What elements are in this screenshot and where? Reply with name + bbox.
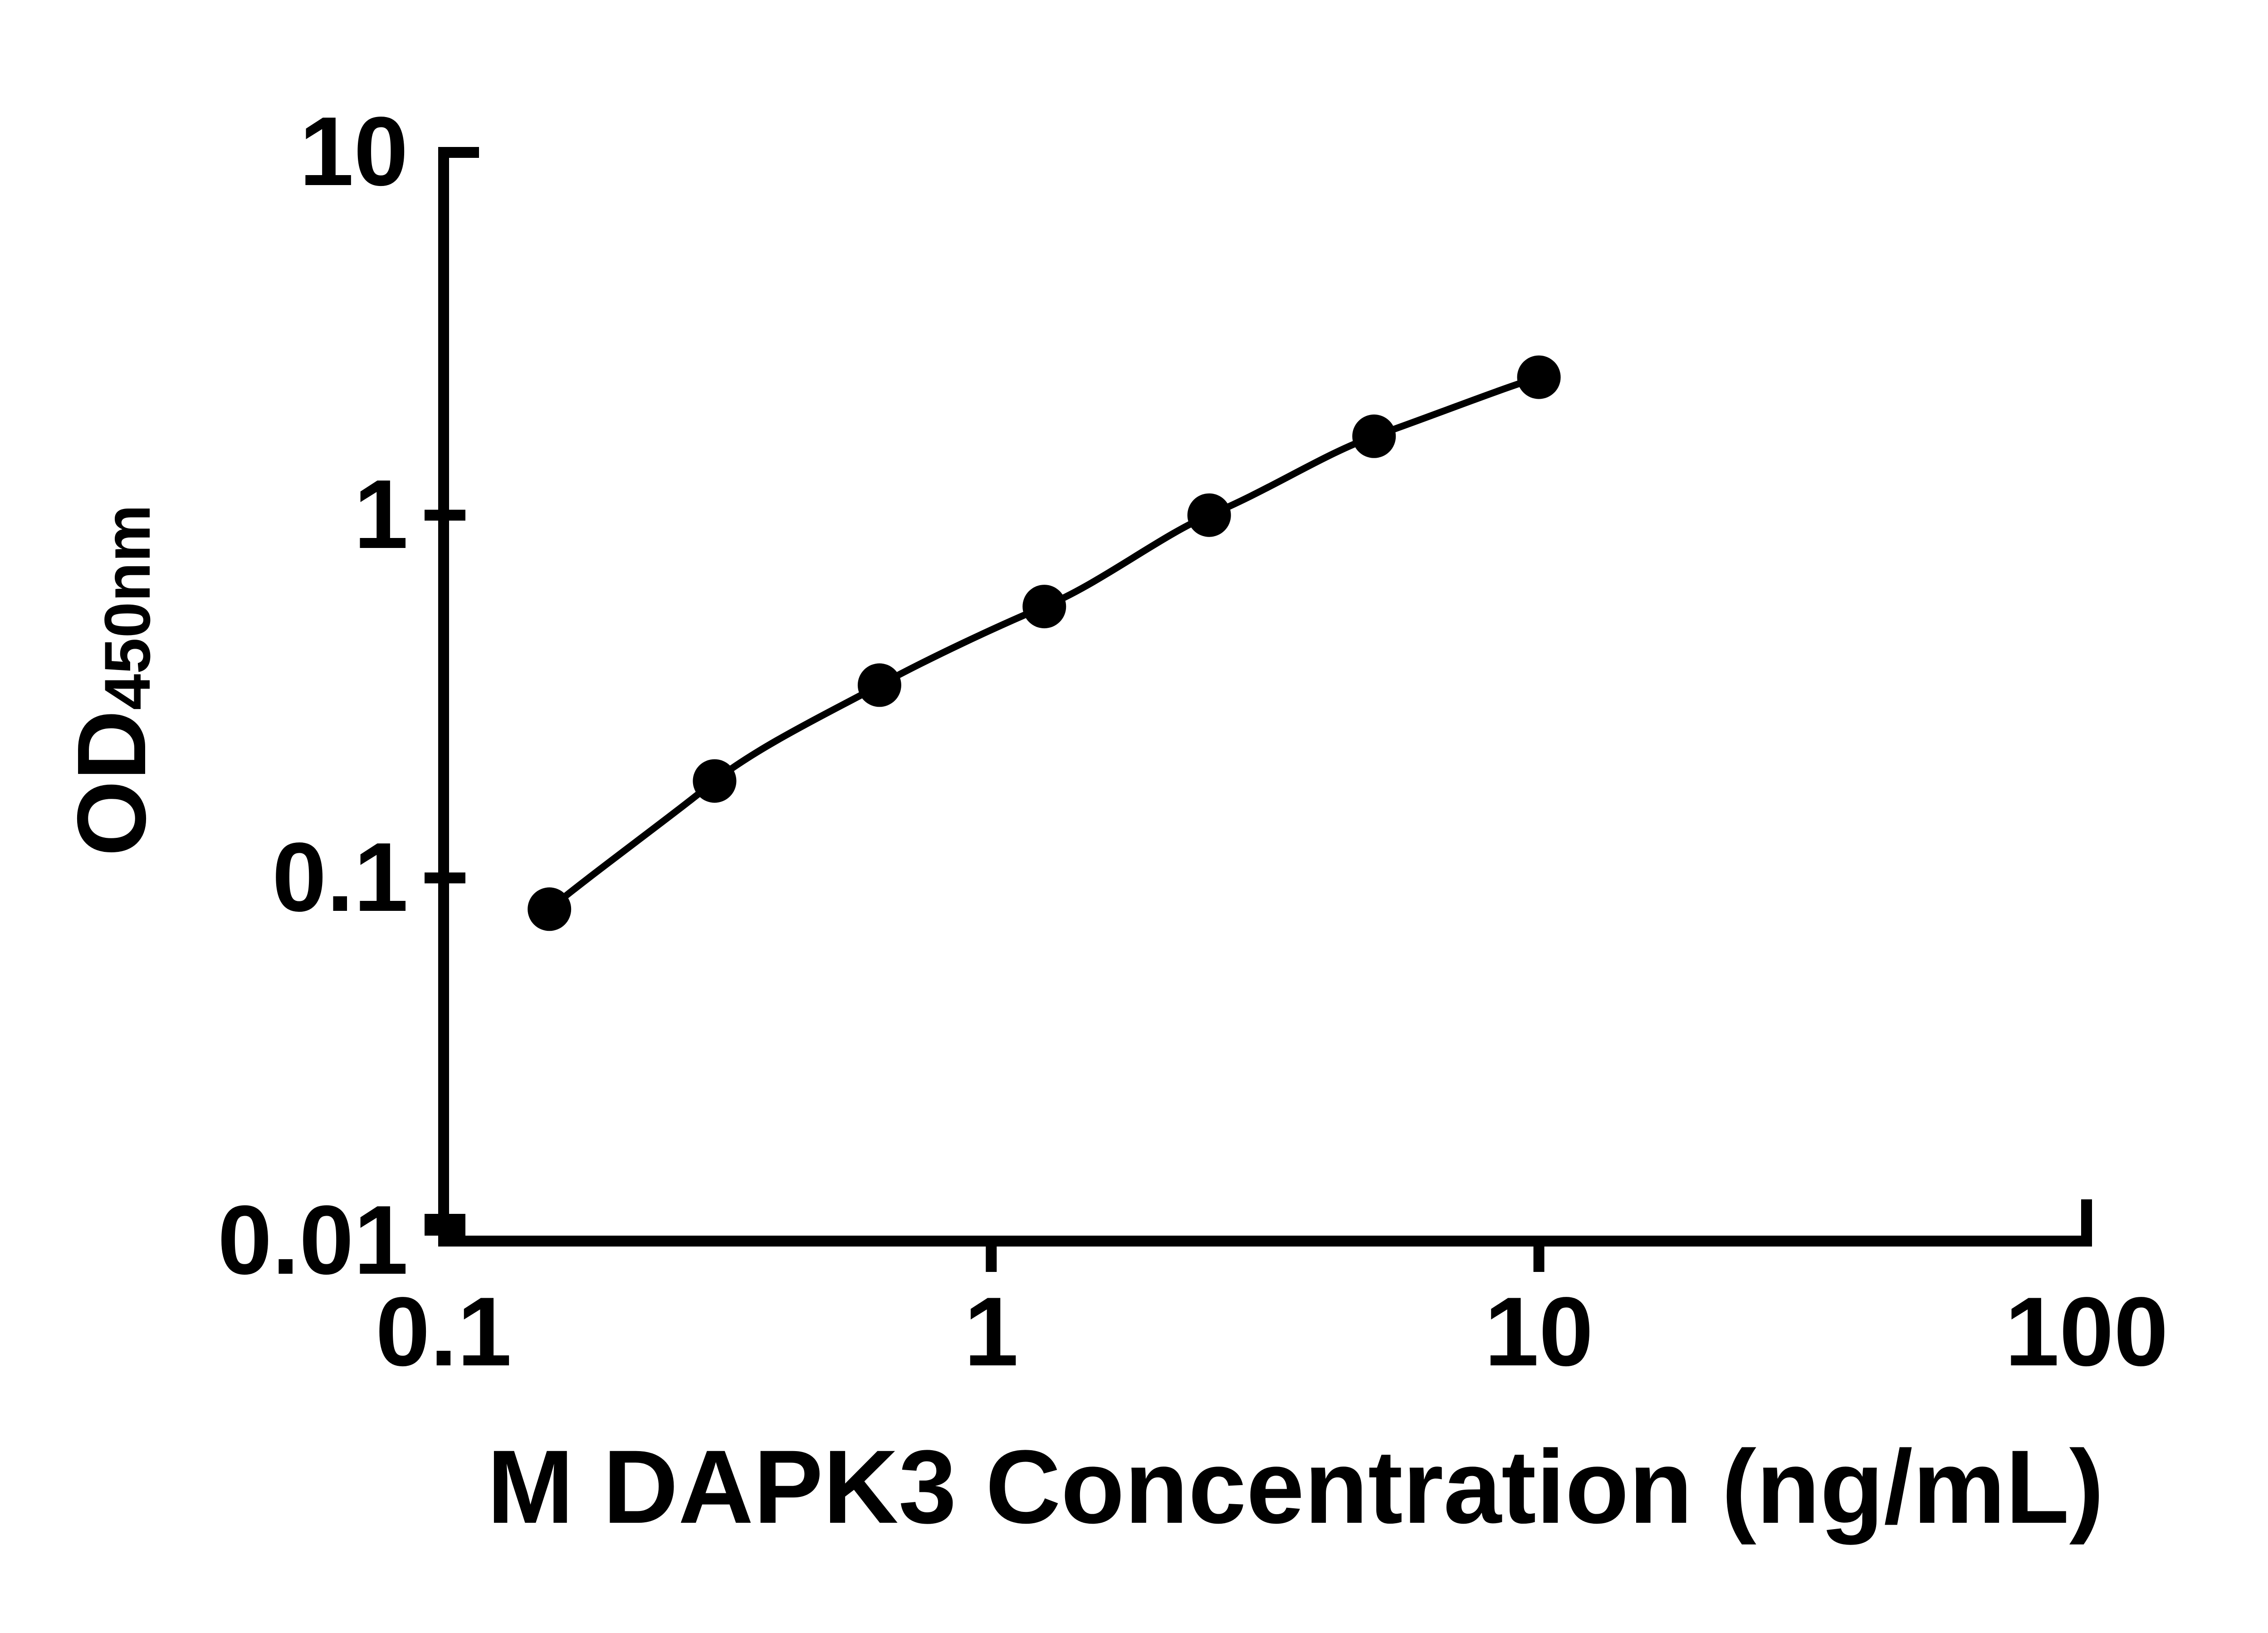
svg-text:0.1: 0.1	[272, 822, 408, 932]
svg-text:100: 100	[2005, 1276, 2168, 1386]
svg-text:10: 10	[1484, 1276, 1593, 1386]
svg-text:0.1: 0.1	[376, 1276, 512, 1386]
svg-text:10: 10	[299, 96, 408, 206]
svg-text:1: 1	[964, 1276, 1018, 1386]
svg-text:M DAPK3 Concentration (ng/mL): M DAPK3 Concentration (ng/mL)	[487, 1428, 2104, 1545]
svg-text:1: 1	[354, 459, 408, 569]
